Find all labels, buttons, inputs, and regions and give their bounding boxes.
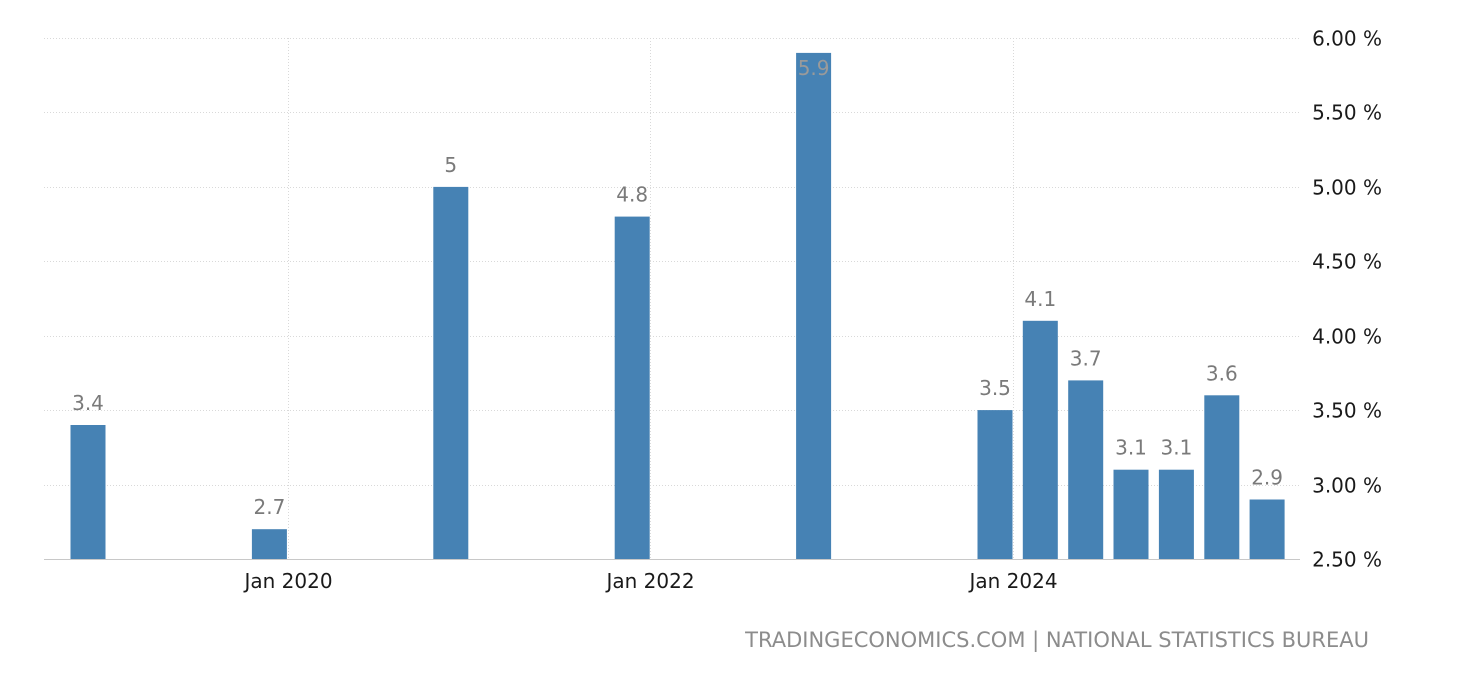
x-tick-label: Jan 2020 (242, 569, 332, 593)
bars (70, 52, 1285, 560)
bar (1068, 380, 1104, 559)
bar (977, 410, 1013, 559)
data-label: 4.1 (1024, 287, 1056, 311)
bar (1249, 499, 1285, 559)
data-label: 3.1 (1115, 436, 1147, 460)
data-label: 5.9 (798, 56, 830, 80)
bar (1158, 469, 1194, 559)
y-tick-label: 4.00 % (1312, 325, 1382, 349)
data-label: 2.9 (1251, 466, 1283, 490)
data-labels: 3.4 2.7 5 4.8 5.9 3.5 4.1 3.7 3.1 3.1 3.6 2.9 (72, 56, 1283, 519)
x-tick-label: Jan 2022 (604, 569, 694, 593)
bar (251, 529, 287, 559)
y-axis-ticks: 6.00 % 5.50 % 5.00 % 4.50 % 4.00 % 3.50 % 3.00… (1312, 27, 1382, 572)
data-label: 2.7 (253, 495, 285, 519)
data-label: 3.6 (1206, 361, 1238, 385)
bar (1113, 469, 1149, 559)
y-tick-label: 3.50 % (1312, 399, 1382, 423)
data-label: 4.8 (616, 183, 648, 207)
data-label: 5 (444, 153, 457, 177)
x-tick-label: Jan 2024 (967, 569, 1057, 593)
y-tick-label: 3.00 % (1312, 474, 1382, 498)
y-tick-label: 5.50 % (1312, 101, 1382, 125)
data-label: 3.5 (979, 376, 1011, 400)
data-label: 3.4 (72, 391, 104, 415)
bar (70, 425, 106, 559)
data-label: 3.1 (1160, 436, 1192, 460)
source-credit: TRADINGECONOMICS.COM | NATIONAL STATISTI… (745, 628, 1369, 652)
y-tick-label: 2.50 % (1312, 548, 1382, 572)
y-tick-label: 4.50 % (1312, 250, 1382, 274)
y-tick-label: 5.00 % (1312, 176, 1382, 200)
grid (44, 38, 1300, 560)
bar (614, 216, 650, 559)
x-axis-ticks: Jan 2020 Jan 2022 Jan 2024 (242, 569, 1057, 593)
bar (1022, 320, 1058, 559)
bar (433, 186, 469, 559)
y-tick-label: 6.00 % (1312, 27, 1382, 51)
data-label: 3.7 (1070, 346, 1102, 370)
bar (1204, 395, 1240, 559)
bar (796, 52, 832, 560)
